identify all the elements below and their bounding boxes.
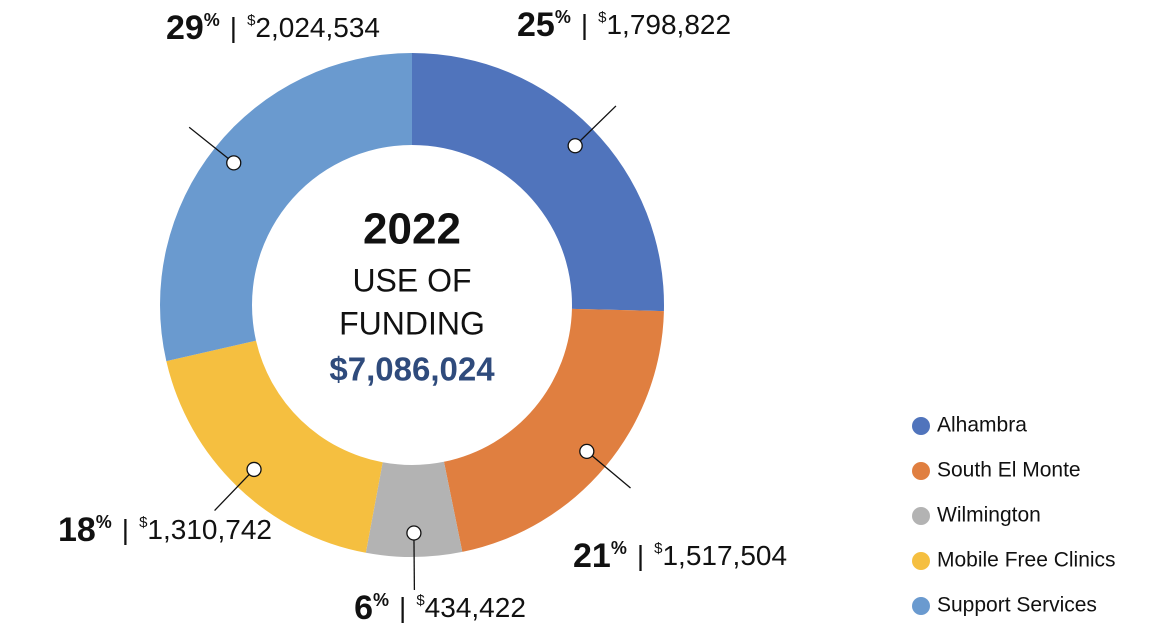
value-label: 1,798,822 — [606, 9, 731, 40]
legend-label: Wilmington — [937, 504, 1041, 527]
percent-sign: % — [204, 10, 220, 30]
percent: 18 — [58, 511, 96, 549]
currency-sign: $ — [139, 514, 148, 531]
label-dot — [579, 443, 595, 460]
separator: | — [581, 9, 588, 40]
legend-swatch — [912, 462, 930, 480]
donut-slice — [412, 53, 664, 312]
label-dot — [567, 138, 583, 154]
value-label: 1,517,504 — [662, 540, 787, 571]
currency-sign: $ — [247, 12, 256, 29]
legend-label: Alhambra — [937, 414, 1027, 437]
center-title: 2022 — [363, 205, 461, 254]
donut-slice — [443, 308, 664, 552]
leader-line — [586, 450, 631, 489]
data-label: 6% | $434,422 — [354, 589, 526, 627]
data-label: 25% | $1,798,822 — [517, 6, 731, 44]
percent-sign: % — [611, 538, 627, 558]
center-subtitle: USE OF — [352, 262, 471, 298]
value-label: 2,024,534 — [255, 12, 380, 43]
donut-slice — [365, 461, 463, 557]
legend-swatch — [912, 552, 930, 570]
currency-sign: $ — [654, 540, 663, 557]
data-label: 21% | $1,517,504 — [573, 537, 787, 575]
legend-swatch — [912, 417, 930, 435]
value-label: 1,310,742 — [147, 514, 272, 545]
separator: | — [122, 514, 129, 545]
separator: | — [230, 12, 237, 43]
separator: | — [399, 592, 406, 623]
percent-sign: % — [373, 590, 389, 610]
legend-label: South El Monte — [937, 459, 1081, 482]
label-dot — [226, 155, 242, 171]
percent: 21 — [573, 537, 611, 575]
legend-swatch — [912, 597, 930, 615]
label-dot — [246, 461, 262, 478]
leader-line — [574, 105, 617, 147]
percent-sign: % — [555, 7, 571, 27]
donut-slice — [159, 53, 412, 362]
percent: 29 — [166, 9, 204, 47]
label-dot — [406, 525, 422, 541]
data-label: 29% | $2,024,534 — [166, 9, 380, 47]
percent: 25 — [517, 6, 555, 44]
center-subtitle: FUNDING — [339, 305, 485, 341]
data-label: 18% | $1,310,742 — [58, 511, 272, 549]
currency-sign: $ — [416, 592, 425, 609]
leader-line — [214, 468, 255, 511]
leader-line — [188, 126, 235, 164]
value-label: 434,422 — [425, 592, 526, 623]
percent: 6 — [354, 589, 373, 627]
separator: | — [637, 540, 644, 571]
legend-label: Mobile Free Clinics — [937, 549, 1116, 572]
legend-swatch — [912, 507, 930, 525]
total-label: $7,086,024 — [329, 351, 495, 388]
legend-label: Support Services — [937, 594, 1097, 617]
percent-sign: % — [96, 512, 112, 532]
currency-sign: $ — [598, 9, 607, 26]
donut-slice — [166, 340, 383, 553]
